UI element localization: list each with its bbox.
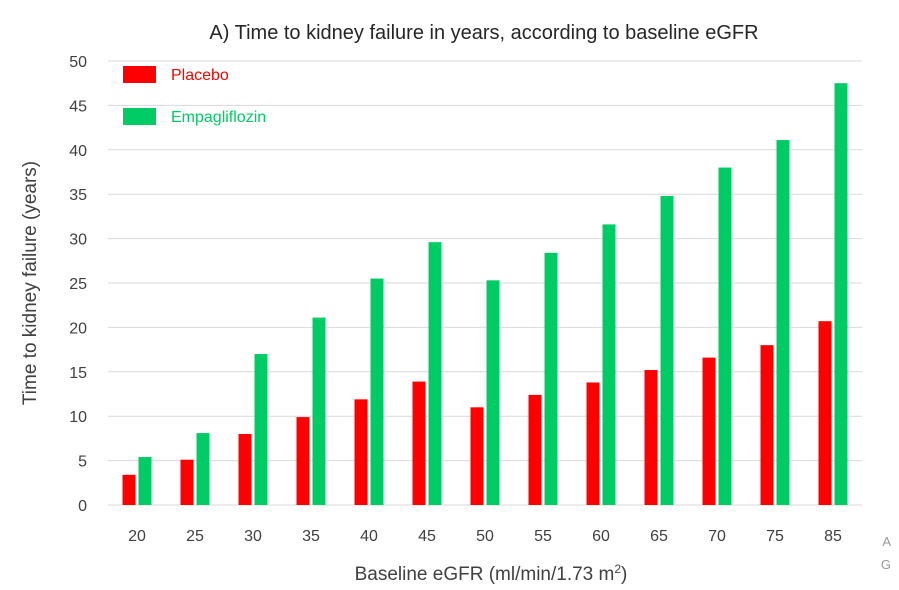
corner-mark-g: G bbox=[880, 557, 891, 572]
bar-placebo-30 bbox=[238, 433, 252, 505]
bar-empagliflozin-25 bbox=[196, 433, 210, 505]
bars bbox=[122, 83, 848, 506]
bar-empagliflozin-70 bbox=[718, 167, 732, 505]
bar-placebo-70 bbox=[702, 357, 716, 505]
bar-empagliflozin-55 bbox=[544, 252, 558, 505]
x-tick-label: 60 bbox=[592, 528, 610, 545]
x-tick-label: 50 bbox=[476, 528, 494, 545]
bar-placebo-40 bbox=[354, 399, 368, 505]
y-axis-title: Time to kidney failure (years) bbox=[20, 161, 41, 405]
bar-placebo-60 bbox=[586, 382, 600, 505]
x-tick-label: 45 bbox=[418, 528, 436, 545]
bar-placebo-35 bbox=[296, 417, 310, 505]
bar-placebo-45 bbox=[412, 381, 426, 505]
bar-empagliflozin-60 bbox=[602, 224, 616, 505]
legend: Placebo Empagliflozin bbox=[123, 66, 266, 126]
bar-empagliflozin-50 bbox=[486, 280, 500, 505]
y-tick-label: 30 bbox=[69, 232, 87, 249]
bar-placebo-65 bbox=[644, 370, 658, 505]
y-tick-label: 15 bbox=[69, 365, 87, 382]
y-tick-label: 20 bbox=[69, 320, 87, 337]
bar-empagliflozin-65 bbox=[660, 195, 674, 505]
x-tick-label: 75 bbox=[766, 528, 784, 545]
y-tick-label: 10 bbox=[69, 409, 87, 426]
x-tick-label: 20 bbox=[128, 528, 146, 545]
x-tick-label: 30 bbox=[244, 528, 262, 545]
y-tick-label: 5 bbox=[78, 454, 87, 471]
bar-empagliflozin-20 bbox=[138, 457, 152, 505]
x-axis-title-suffix: ) bbox=[621, 564, 627, 585]
bar-placebo-55 bbox=[528, 394, 542, 505]
x-tick-label: 70 bbox=[708, 528, 726, 545]
bar-placebo-50 bbox=[470, 407, 484, 505]
bar-placebo-20 bbox=[122, 474, 136, 505]
bar-placebo-85 bbox=[818, 321, 832, 505]
legend-swatch-empagliflozin bbox=[123, 108, 156, 125]
x-tick-label: 25 bbox=[186, 528, 204, 545]
legend-label-placebo: Placebo bbox=[171, 67, 229, 84]
x-tick-label: 85 bbox=[824, 528, 842, 545]
x-axis-title: Baseline eGFR (ml/min/1.73 m2) bbox=[355, 562, 628, 585]
bar-empagliflozin-30 bbox=[254, 354, 268, 505]
y-tick-label: 25 bbox=[69, 276, 87, 293]
x-axis-ticks: 20 25 30 35 40 45 50 55 60 65 70 75 85 bbox=[128, 528, 842, 545]
bar-empagliflozin-85 bbox=[834, 83, 848, 505]
bar-empagliflozin-35 bbox=[312, 317, 326, 505]
x-tick-label: 35 bbox=[302, 528, 320, 545]
y-tick-label: 0 bbox=[78, 498, 87, 515]
bar-placebo-25 bbox=[180, 459, 194, 505]
bar-empagliflozin-40 bbox=[370, 278, 384, 505]
x-tick-label: 40 bbox=[360, 528, 378, 545]
bar-placebo-75 bbox=[760, 345, 774, 505]
y-axis-ticks: 0 5 10 15 20 25 30 35 40 45 50 bbox=[69, 54, 87, 515]
bar-empagliflozin-45 bbox=[428, 242, 442, 506]
chart-title: A) Time to kidney failure in years, acco… bbox=[209, 22, 758, 44]
y-tick-label: 50 bbox=[69, 54, 87, 71]
gridlines bbox=[108, 60, 862, 506]
y-tick-label: 40 bbox=[69, 143, 87, 160]
bar-empagliflozin-75 bbox=[776, 140, 790, 506]
corner-mark-a: A bbox=[882, 534, 891, 549]
x-tick-label: 55 bbox=[534, 528, 552, 545]
x-axis-title-main: Baseline eGFR (ml/min/1.73 m bbox=[355, 564, 615, 585]
x-axis-title-superscript: 2 bbox=[614, 562, 621, 576]
y-tick-label: 45 bbox=[69, 98, 87, 115]
y-tick-label: 35 bbox=[69, 187, 87, 204]
x-tick-label: 65 bbox=[650, 528, 668, 545]
legend-label-empagliflozin: Empagliflozin bbox=[171, 109, 266, 126]
legend-swatch-placebo bbox=[123, 66, 156, 83]
